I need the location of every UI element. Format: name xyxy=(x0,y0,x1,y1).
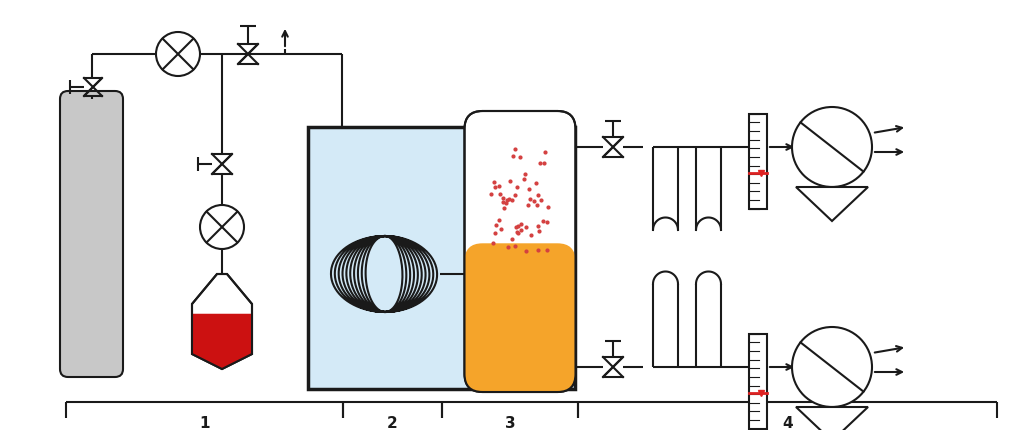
Bar xyxy=(308,128,575,389)
Circle shape xyxy=(155,33,201,77)
Polygon shape xyxy=(796,407,868,430)
Text: 1: 1 xyxy=(199,415,210,430)
Circle shape xyxy=(792,327,872,407)
Text: 4: 4 xyxy=(783,415,793,430)
Circle shape xyxy=(201,206,244,249)
Bar xyxy=(749,334,767,429)
Polygon shape xyxy=(192,314,252,369)
Bar xyxy=(749,114,767,209)
Text: 3: 3 xyxy=(504,415,516,430)
FancyBboxPatch shape xyxy=(464,244,576,392)
Polygon shape xyxy=(796,187,868,221)
FancyBboxPatch shape xyxy=(464,112,576,392)
Polygon shape xyxy=(192,274,252,369)
Circle shape xyxy=(792,108,872,187)
Text: 2: 2 xyxy=(387,415,398,430)
FancyBboxPatch shape xyxy=(60,92,123,377)
